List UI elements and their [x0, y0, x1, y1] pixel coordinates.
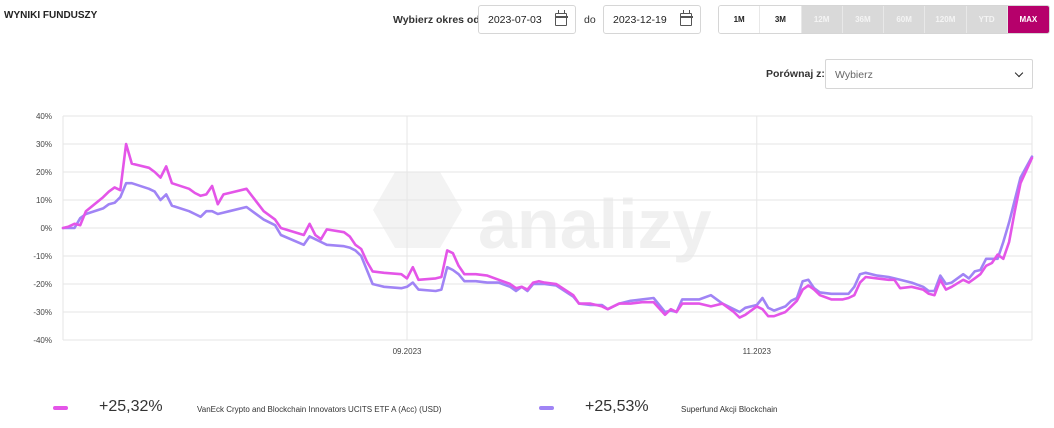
- calendar-icon[interactable]: [679, 10, 693, 26]
- chevron-down-icon: [1014, 68, 1024, 78]
- y-tick-label: 30%: [36, 140, 52, 149]
- range-selector: 1M 3M 12M 36M 60M 120M YTD MAX: [718, 5, 1050, 34]
- calendar-icon[interactable]: [554, 10, 568, 26]
- period-to-label: do: [584, 14, 596, 26]
- x-tick-label: 11.2023: [743, 347, 772, 356]
- legend-item-0[interactable]: +25,32% VanEck Crypto and Blockchain Inn…: [53, 398, 533, 418]
- y-tick-label: -30%: [33, 308, 52, 317]
- legend-total: +25,53%: [585, 398, 649, 415]
- y-tick-label: 40%: [36, 112, 52, 121]
- range-button-max[interactable]: MAX: [1007, 6, 1049, 33]
- legend-label: VanEck Crypto and Blockchain Innovators …: [197, 405, 442, 414]
- date-from-input[interactable]: 2023-07-03: [478, 5, 576, 34]
- y-tick-label: -40%: [33, 336, 52, 345]
- section-title: WYNIKI FUNDUSZY: [4, 10, 98, 21]
- y-tick-label: 0%: [40, 224, 52, 233]
- legend-swatch: [539, 406, 554, 410]
- range-button-3m[interactable]: 3M: [760, 6, 802, 33]
- legend-label: Superfund Akcji Blockchain: [681, 405, 778, 414]
- series-line-0: [61, 142, 1034, 319]
- range-button-36m[interactable]: 36M: [842, 6, 884, 33]
- date-to-input[interactable]: 2023-12-19: [603, 5, 701, 34]
- date-from-value: 2023-07-03: [488, 14, 542, 26]
- period-from-label: Wybierz okres od: [393, 14, 480, 26]
- range-button-120m[interactable]: 120M: [925, 6, 967, 33]
- y-tick-label: -20%: [33, 280, 52, 289]
- y-tick-label: 10%: [36, 196, 52, 205]
- watermark-text: analizy: [478, 185, 712, 263]
- legend-swatch: [53, 406, 68, 410]
- compare-label: Porównaj z:: [766, 68, 825, 80]
- compare-select[interactable]: Wybierz: [825, 59, 1033, 89]
- range-button-60m[interactable]: 60M: [884, 6, 926, 33]
- watermark-logo-icon: [373, 172, 462, 248]
- performance-chart: analizy 40% 30% 20% 10% 0% -10% -20% -30% -40% 09.…: [33, 112, 1034, 356]
- x-tick-label: 09.2023: [393, 347, 422, 356]
- legend-item-1[interactable]: +25,53% Superfund Akcji Blockchain: [539, 398, 839, 418]
- y-tick-label: -10%: [33, 252, 52, 261]
- range-button-ytd[interactable]: YTD: [966, 6, 1008, 33]
- date-to-value: 2023-12-19: [613, 14, 667, 26]
- legend-total: +25,32%: [99, 398, 163, 415]
- range-button-1m[interactable]: 1M: [719, 6, 761, 33]
- compare-select-value: Wybierz: [835, 69, 873, 81]
- range-button-12m[interactable]: 12M: [801, 6, 843, 33]
- y-tick-label: 20%: [36, 168, 52, 177]
